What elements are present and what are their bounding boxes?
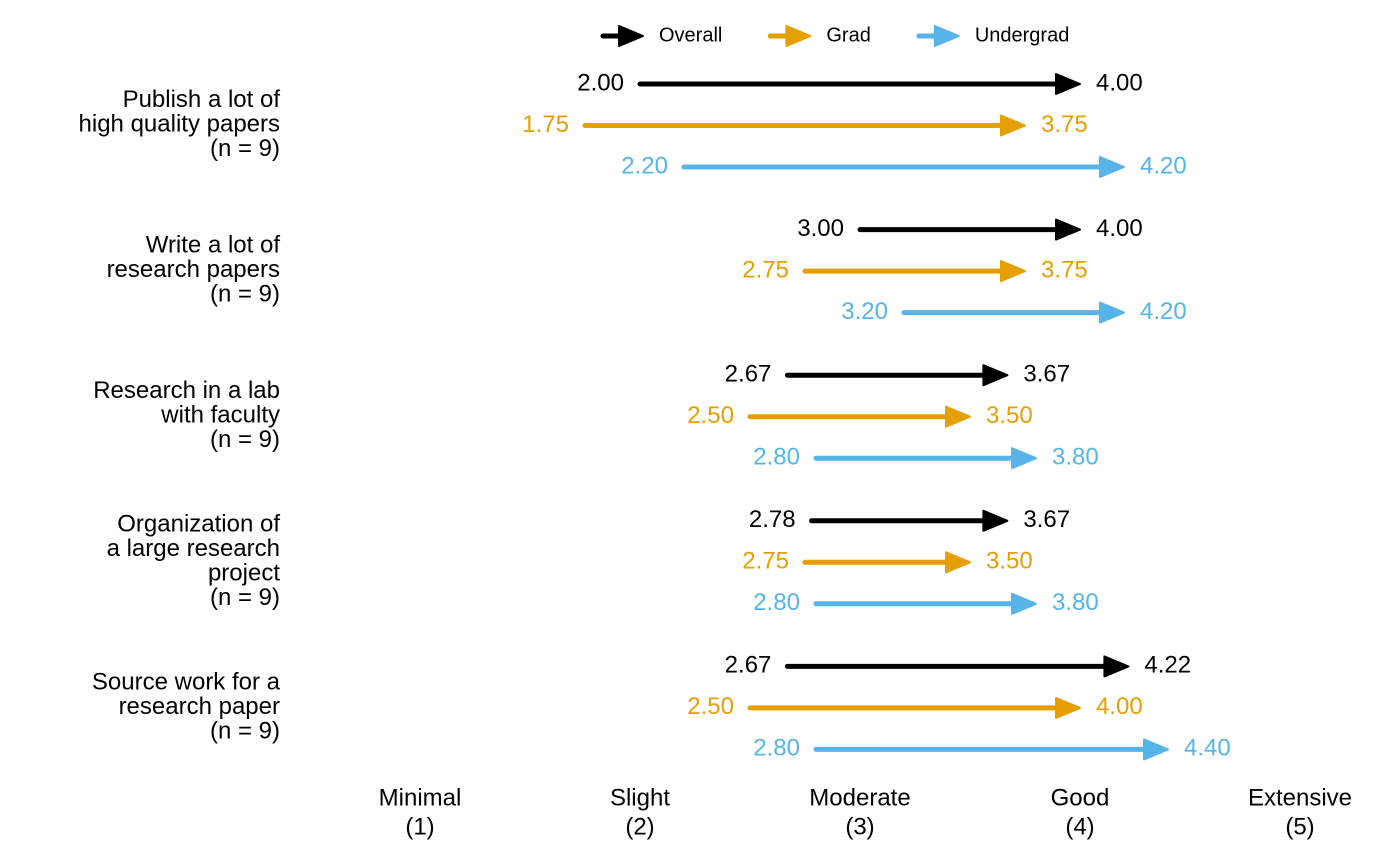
category-label-line: Organization of [117,511,280,538]
arrow-head [785,25,812,47]
value-label: 2.50 [687,402,734,429]
arrow-head [618,25,644,47]
value-label: 4.40 [1184,735,1231,762]
x-tick-label-line: Good [1051,785,1110,812]
arrow-head [945,551,971,574]
arrow-head [1143,738,1169,761]
category-label-line: research paper [119,693,280,720]
value-label: 2.20 [621,152,668,179]
category-label-line: (n = 9) [210,135,280,162]
category-label: Research in a lab with faculty (n = 9) [93,378,280,454]
arrow-head [1099,156,1125,178]
category-label: Publish a lot of high quality papers (n = … [79,86,281,162]
category-label-line: (n = 9) [210,584,280,611]
value-label: 2.50 [687,693,734,720]
value-label: 4.20 [1140,298,1187,325]
category-label-line: (n = 9) [210,718,280,745]
value-label: 3.75 [1041,256,1088,283]
category-label-line: project [208,560,280,587]
category-label-line: high quality papers [79,111,280,138]
x-tick-label-line: Moderate [809,785,910,812]
arrow-head [1000,114,1026,137]
x-tick-label-line: (2) [625,814,654,841]
value-label: 2.78 [749,506,796,533]
value-label: 2.80 [753,735,800,762]
arrow-head [933,25,960,47]
arrow-head [1011,592,1037,615]
value-label: 3.67 [1023,506,1070,533]
category-label-line: research papers [107,256,280,283]
x-tick-label-line: (4) [1065,814,1094,841]
x-tick-label-line: (3) [845,814,874,841]
x-tick-label-line: Slight [610,785,670,812]
value-label: 3.20 [841,298,888,325]
x-tick-label-line: (5) [1285,814,1314,841]
category-label-line: a large research [107,535,280,562]
value-label: 4.20 [1140,152,1187,179]
arrow-head [945,405,971,428]
value-label: 3.67 [1023,361,1070,388]
legend-label: Grad [826,24,870,46]
category-label: Organization of a large research project (n… [107,511,281,612]
value-label: 4.00 [1096,69,1143,96]
value-label: 3.80 [1052,589,1099,616]
category-label: Write a lot of research papers (n = 9) [107,232,281,308]
arrow-head [1000,260,1026,283]
value-label: 3.50 [986,402,1033,429]
category-label-line: with faculty [160,402,280,429]
value-label: 1.75 [522,111,569,138]
value-label: 4.22 [1144,652,1191,679]
arrow-head [1103,655,1130,678]
x-tick-label: Slight (2) [610,785,670,841]
x-tick-label-line: (1) [405,814,434,841]
x-tick-label-line: Extensive [1248,785,1352,812]
arrow-head [1055,73,1081,95]
x-tick-label: Extensive (5) [1248,785,1352,841]
x-tick-label: Moderate (3) [809,785,910,841]
arrow-head [982,364,1009,387]
x-tick-label-line: Minimal [379,785,462,812]
value-label: 3.50 [986,548,1033,575]
category-label-line: Research in a lab [93,378,280,405]
category-label-line: Publish a lot of [123,86,281,113]
x-tick-label: Minimal (1) [379,785,462,841]
value-label: 2.67 [725,361,772,388]
arrow-head [1055,218,1081,241]
arrow-head [1055,696,1081,719]
legend: Overall Grad Undergrad [600,24,1070,47]
value-label: 3.00 [797,215,844,242]
legend-label: Undergrad [975,24,1070,46]
value-label: 2.75 [742,548,789,575]
value-label: 2.75 [742,256,789,283]
category-label-line: Source work for a [92,669,281,696]
value-label: 2.00 [577,69,624,96]
category-label-line: (n = 9) [210,427,280,454]
value-label: 3.75 [1041,111,1088,138]
value-label: 4.00 [1096,693,1143,720]
arrow-head [1099,301,1125,324]
category-label-line: (n = 9) [210,281,280,308]
value-label: 3.80 [1052,444,1099,471]
category-label-line: Write a lot of [146,232,281,259]
value-label: 2.80 [753,444,800,471]
value-label: 2.67 [725,652,772,679]
arrow-head [1011,447,1037,470]
category-label: Source work for a research paper (n = 9) [92,669,281,745]
value-label: 2.80 [753,589,800,616]
value-label: 4.00 [1096,215,1143,242]
x-tick-label: Good (4) [1051,785,1110,841]
legend-label: Overall [659,24,722,46]
arrow-head [982,509,1009,532]
